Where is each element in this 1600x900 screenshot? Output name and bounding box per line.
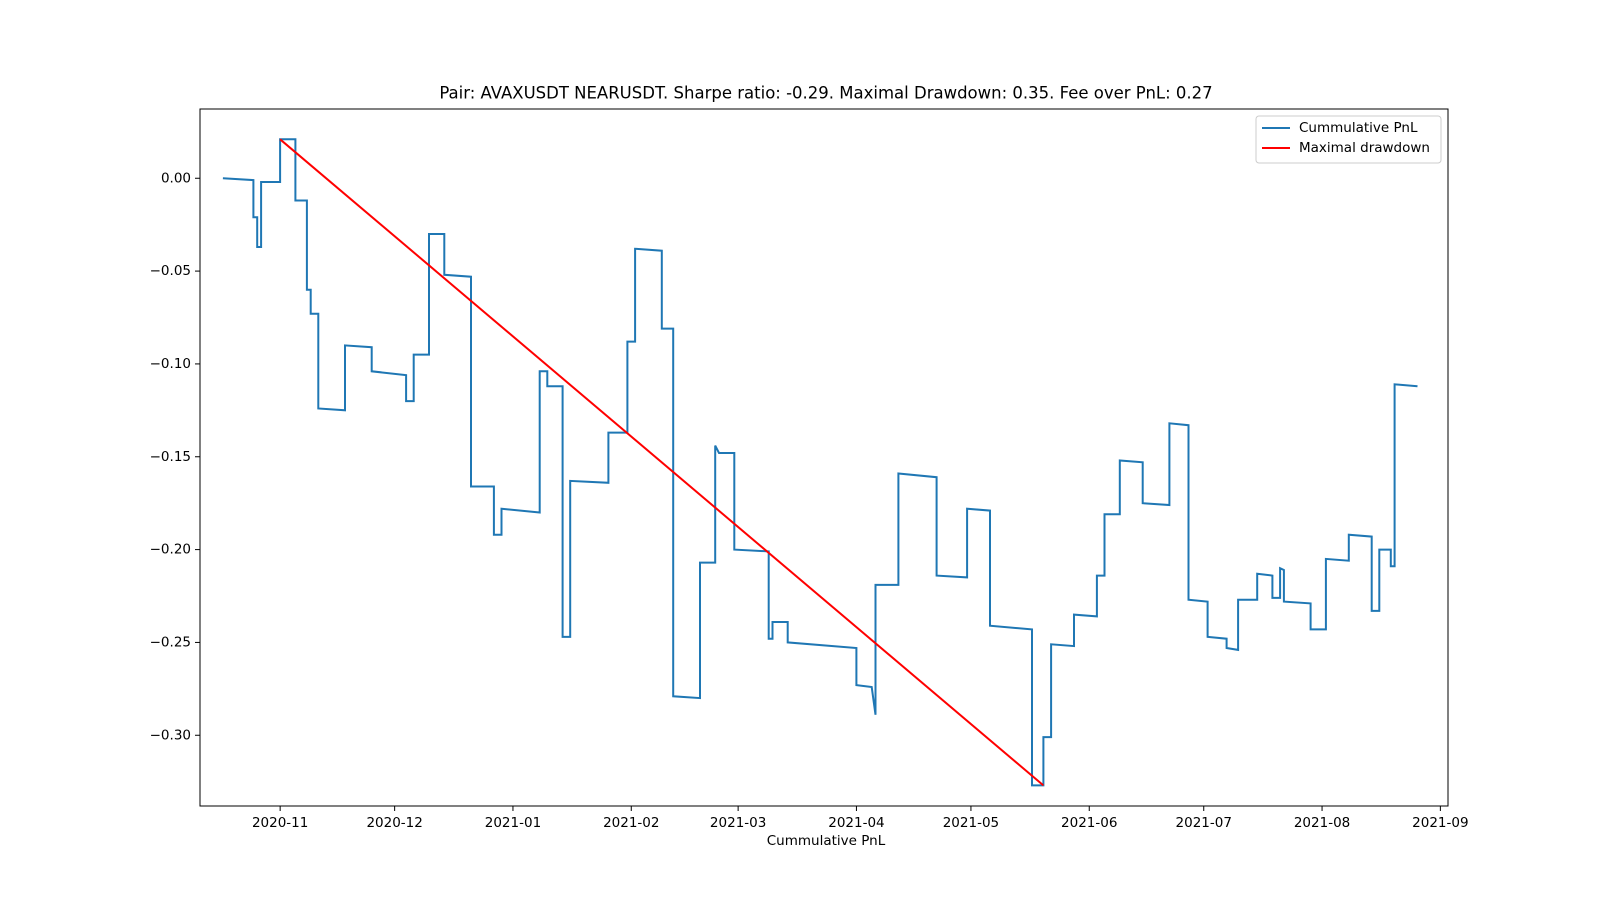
x-tick-label: 2021-07 [1176,815,1232,831]
legend-label: Maximal drawdown [1299,140,1430,156]
x-tick-label: 2021-04 [828,815,884,831]
x-tick-label: 2021-02 [603,815,659,831]
x-tick-label: 2021-09 [1412,815,1468,831]
x-axis-label: Cummulative PnL [767,833,886,849]
plot-area [222,138,1418,787]
series-line-cummulative-pnl [222,138,1418,787]
y-tick-label: −0.20 [150,542,191,558]
series-line-maximal-drawdown [279,138,1045,787]
axes-frame [199,108,1449,807]
legend: Cummulative PnL Maximal drawdown [1255,115,1442,164]
y-tick-label: −0.10 [150,356,191,372]
x-tick-label: 2021-06 [1061,815,1117,831]
chart-title: Pair: AVAXUSDT NEARUSDT. Sharpe ratio: -… [439,84,1212,103]
x-tick-label: 2021-01 [485,815,541,831]
y-tick-label: −0.30 [150,727,191,743]
x-axis: 2020-11 2020-12 2021-01 2021-02 2021-03 2021-… [252,806,1469,831]
x-tick-label: 2021-03 [710,815,766,831]
x-tick-label: 2020-11 [252,815,308,831]
x-tick-label: 2020-12 [366,815,422,831]
y-tick-label: 0.00 [161,170,191,186]
legend-label: Cummulative PnL [1299,120,1418,136]
x-tick-label: 2021-05 [943,815,999,831]
x-tick-label: 2021-08 [1294,815,1350,831]
y-tick-label: −0.05 [150,263,191,279]
y-tick-label: −0.15 [150,449,191,465]
y-axis: 0.00 −0.05 −0.10 −0.15 −0.20 −0.25 −0.30 [150,170,200,743]
y-tick-label: −0.25 [150,634,191,650]
legend-box [1255,115,1442,164]
